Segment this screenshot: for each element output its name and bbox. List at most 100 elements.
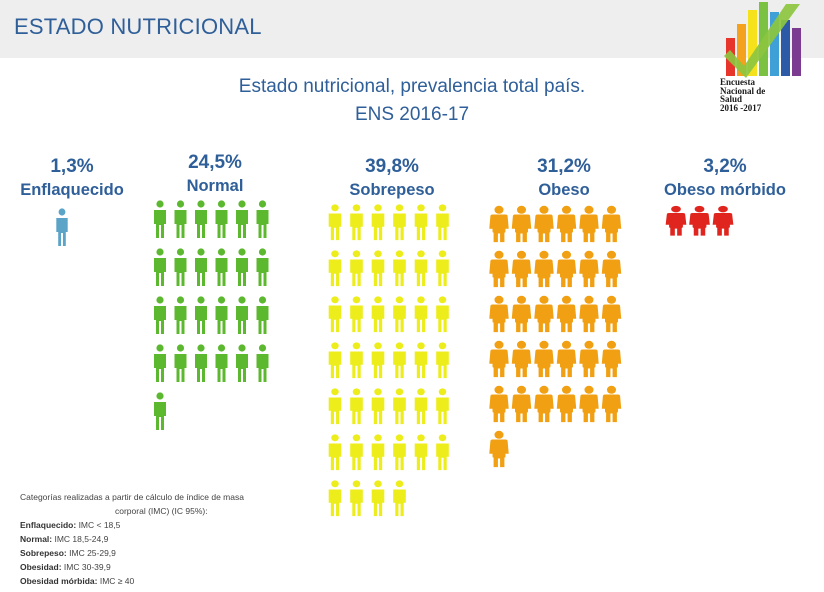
person-icon-sobrepeso <box>393 480 406 517</box>
person-icon-normal <box>195 344 207 382</box>
person-icon-obeso-morbido <box>712 205 734 236</box>
person-icon-obeso <box>534 340 554 378</box>
person-icon-sobrepeso <box>414 204 428 241</box>
person-icon-sobrepeso <box>393 204 406 241</box>
person-icon-sobrepeso <box>350 250 363 287</box>
header-bar: ESTADO NUTRICIONAL <box>0 0 824 58</box>
person-icon-normal <box>236 248 248 286</box>
person-icon-sobrepeso <box>393 388 406 425</box>
person-icon-obeso <box>556 250 577 288</box>
person-icon-obeso <box>511 295 532 333</box>
ens-logo <box>724 2 801 78</box>
person-icon-obeso <box>489 205 509 243</box>
person-icon-sobrepeso <box>350 204 363 241</box>
person-icon-obeso <box>489 385 509 423</box>
person-icon-sobrepeso <box>371 342 385 379</box>
person-icon-normal <box>256 200 269 238</box>
person-icon-normal <box>154 200 166 238</box>
person-icon-obeso <box>556 205 577 243</box>
person-icon-sobrepeso <box>328 388 342 425</box>
person-icon-sobrepeso <box>436 204 449 241</box>
logo-bar <box>748 10 757 76</box>
person-icon-obeso <box>579 250 599 288</box>
note-text: IMC < 18,5 <box>76 520 121 530</box>
note-item: Obesidad mórbida: IMC ≥ 40 <box>20 574 244 588</box>
person-icon-normal <box>215 248 228 286</box>
person-icon-normal <box>215 296 228 334</box>
person-icon-sobrepeso <box>393 434 406 471</box>
logo-bar <box>770 12 779 76</box>
person-icon-normal <box>256 296 269 334</box>
person-icon-sobrepeso <box>371 204 385 241</box>
person-icon-sobrepeso <box>371 250 385 287</box>
person-icon-sobrepeso <box>436 342 449 379</box>
person-icon-obeso <box>489 295 509 333</box>
person-icon-sobrepeso <box>414 250 428 287</box>
category-label-obeso: Obeso <box>538 181 590 199</box>
person-icon-sobrepeso <box>328 296 342 333</box>
note-text: IMC 30-39,9 <box>61 562 111 572</box>
person-icon-obeso <box>511 205 532 243</box>
logo-bar <box>781 20 790 76</box>
person-icon-obeso <box>601 205 622 243</box>
note-label: Obesidad: <box>20 562 62 572</box>
person-icon-obeso-morbido <box>665 205 687 236</box>
person-icon-normal <box>256 344 269 382</box>
person-icon-normal <box>195 296 207 334</box>
person-icon-sobrepeso <box>436 250 449 287</box>
logo-line: Salud <box>720 94 743 104</box>
person-icon-normal <box>174 248 187 286</box>
category-label-obeso-morbido: Obeso mórbido <box>664 181 786 199</box>
note-label: Normal: <box>20 534 53 544</box>
logo-line: Nacional de <box>720 85 766 96</box>
person-icon-obeso <box>534 295 554 333</box>
person-icon-sobrepeso <box>393 296 406 333</box>
logo-text: Encuesta Nacional de Salud 2016 -2017 <box>720 78 810 112</box>
note-item: Normal: IMC 18,5-24,9 <box>20 532 244 546</box>
person-icon-sobrepeso <box>414 296 428 333</box>
person-icon-normal <box>154 296 166 334</box>
check-mark-icon <box>724 4 800 78</box>
category-label-normal: Normal <box>186 177 244 195</box>
person-icon-obeso <box>579 385 599 423</box>
person-icon-sobrepeso <box>371 480 385 517</box>
person-icon-obeso <box>579 205 599 243</box>
note-item: Sobrepeso: IMC 25-29,9 <box>20 546 244 560</box>
person-icon-obeso <box>489 430 509 468</box>
person-icon-sobrepeso <box>414 342 428 379</box>
person-icon-sobrepeso <box>328 434 342 471</box>
person-icon-sobrepeso <box>371 296 385 333</box>
person-icon-sobrepeso <box>350 434 363 471</box>
person-icon-obeso <box>534 385 554 423</box>
category-label-sobrepeso: Sobrepeso <box>349 181 435 199</box>
person-icon-obeso <box>601 385 622 423</box>
person-icon-normal <box>236 200 248 238</box>
person-icon-sobrepeso <box>350 388 363 425</box>
person-icon-obeso <box>534 205 554 243</box>
value-label-sobrepeso: 39,8% <box>365 156 419 177</box>
person-icon-sobrepeso <box>436 388 449 425</box>
person-icon-sobrepeso <box>436 296 449 333</box>
value-label-normal: 24,5% <box>188 152 242 173</box>
person-icon-normal <box>154 392 166 430</box>
note-label: Obesidad mórbida: <box>20 576 98 586</box>
chart-title: Estado nutricional, prevalencia total pa… <box>238 76 586 97</box>
imc-notes: Categorías realizadas a partir de cálcul… <box>20 490 244 588</box>
person-icon-normal <box>195 248 207 286</box>
person-icon-normal <box>215 344 228 382</box>
person-icon-normal <box>174 344 187 382</box>
person-icon-normal <box>236 344 248 382</box>
person-icon-obeso <box>601 250 622 288</box>
person-icon-obeso <box>579 295 599 333</box>
person-icon-sobrepeso <box>328 342 342 379</box>
logo-line: 2016 -2017 <box>720 102 762 113</box>
note-text: IMC ≥ 40 <box>97 576 135 586</box>
note-item: Obesidad: IMC 30-39,9 <box>20 560 244 574</box>
note-item: Enflaquecido: IMC < 18,5 <box>20 518 244 532</box>
category-label-enflaquecido: Enflaquecido <box>20 181 124 199</box>
value-label-obeso: 31,2% <box>537 156 591 177</box>
page-title: ESTADO NUTRICIONAL <box>14 14 262 39</box>
person-icon-normal <box>195 200 207 238</box>
person-icon-obeso <box>511 385 532 423</box>
